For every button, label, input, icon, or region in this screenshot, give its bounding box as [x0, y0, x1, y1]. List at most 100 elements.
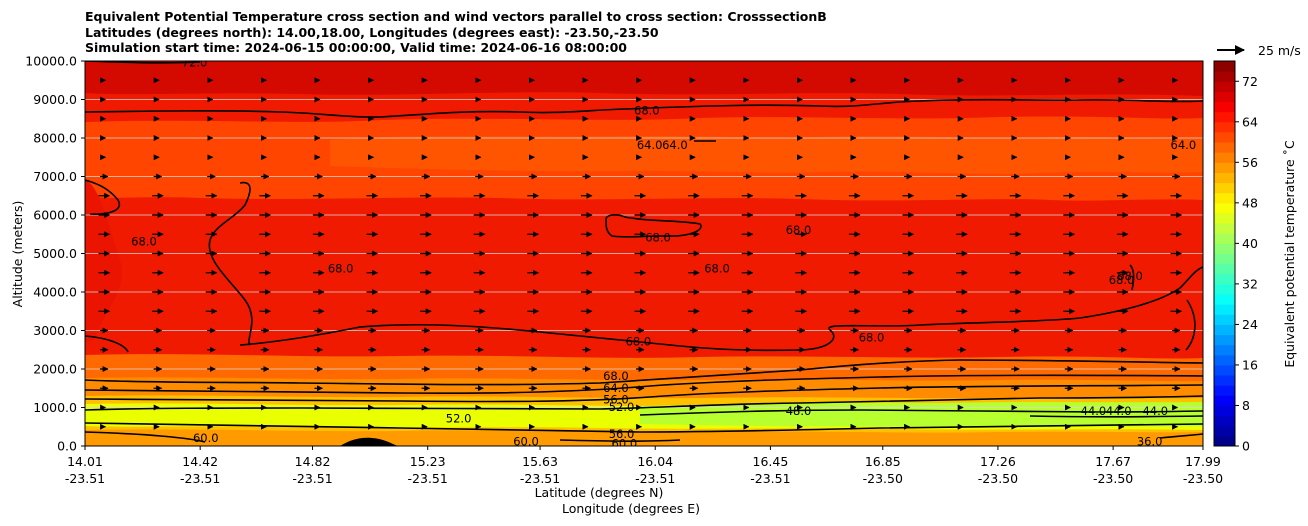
contour-line-52 — [85, 395, 1203, 411]
colorbar-step — [1214, 192, 1235, 204]
contour-label: 36.0 — [1137, 435, 1163, 449]
x-tick-label-lat: 16.45 — [753, 454, 789, 469]
contour-label: 68.0 — [704, 261, 730, 275]
x-tick-label-lon: -23.50 — [863, 471, 903, 486]
contour-line-60 — [85, 431, 681, 443]
contour-label: 60.0 — [612, 437, 638, 451]
contour-label: 56.0 — [603, 392, 629, 406]
band-mid-orange-light — [330, 135, 1203, 174]
colorbar-step — [1214, 395, 1235, 406]
colorbar-step — [1214, 304, 1235, 315]
colorbar-step — [1214, 182, 1235, 194]
colorbar-step — [1214, 131, 1235, 143]
contour-label: 68.0 — [645, 231, 671, 245]
contour-label: 64.0 — [637, 138, 663, 152]
x-tick-label-lat: 17.26 — [980, 454, 1016, 469]
colorbar-step — [1214, 101, 1235, 113]
x-axis-title: Latitude (degrees N) — [535, 485, 664, 500]
y-tick-label: 9000.0 — [33, 92, 77, 107]
y-tick-label: 5000.0 — [33, 246, 77, 261]
x-tick-label-lon: -23.50 — [978, 471, 1018, 486]
contour-line-68-right — [1129, 264, 1196, 351]
chart-title-line-3: Simulation start time: 2024-06-15 00:00:… — [85, 40, 627, 55]
y-tick-label: 8000.0 — [33, 131, 77, 146]
contour-label: 44.0 — [1142, 404, 1168, 418]
x-tick-label-lat: 14.01 — [67, 454, 103, 469]
x-tick-label-lon: -23.51 — [635, 471, 675, 486]
colorbar-step — [1214, 273, 1235, 285]
x-tick-label-lon: -23.50 — [1183, 471, 1223, 486]
contour-label: 64.0 — [603, 381, 629, 395]
colorbar-tick-label: 48 — [1242, 195, 1258, 210]
colorbar-step — [1214, 61, 1235, 72]
x-tick-label-lat: 16.04 — [637, 454, 673, 469]
colorbar-step — [1214, 121, 1235, 133]
colorbar-tick-label: 32 — [1242, 276, 1258, 291]
y-tick-label: 0.0 — [57, 439, 77, 454]
colorbar-frame — [1213, 60, 1236, 447]
contour-lines — [85, 61, 1203, 443]
y-tick-label: 7000.0 — [33, 169, 77, 184]
contour-label: 60.0 — [193, 431, 219, 445]
x-tick-label-lat: 17.67 — [1095, 454, 1131, 469]
wind-vectors — [98, 77, 1183, 430]
contour-label: 56.0 — [609, 427, 635, 441]
colorbar-tick-label: 0 — [1242, 439, 1250, 454]
y-tick-label: 4000.0 — [33, 285, 77, 300]
contour-line-68-main — [85, 266, 1203, 353]
colorbar-step — [1214, 385, 1235, 396]
x-tick-label-lon: -23.50 — [1093, 471, 1133, 486]
colorbar-step — [1214, 263, 1235, 275]
colorbar-step — [1214, 294, 1235, 305]
colorbar-step — [1214, 354, 1235, 366]
y-tick-label: 2000.0 — [33, 362, 77, 377]
colorbar-step — [1214, 71, 1235, 82]
contour-line-48 — [639, 409, 1203, 416]
x-tick-label-lat: 15.23 — [410, 454, 446, 469]
x-tick-label-lon: -23.51 — [292, 471, 332, 486]
contour-label: 68.0 — [328, 261, 354, 275]
contour-line-64-lower — [85, 374, 1203, 395]
colorbar-step — [1214, 415, 1235, 427]
y-tick-label: 1000.0 — [33, 400, 77, 415]
contour-label: 44.0 — [1081, 404, 1107, 418]
colorbar-tick-label: 8 — [1242, 398, 1250, 413]
contour-label: 64.0 — [662, 138, 688, 152]
y-axis: 0.0 1000.0 2000.0 3000.0 4000.0 5000.0 6000.0 7… — [25, 54, 85, 454]
x-tick-label-lon: -23.51 — [180, 471, 220, 486]
colorbar-step — [1214, 162, 1235, 173]
colorbar-step — [1214, 314, 1235, 325]
x-tick-label-lat: 15.63 — [522, 454, 558, 469]
colorbar-step — [1214, 142, 1235, 153]
colorbar-step — [1214, 334, 1235, 346]
colorbar-label: Equivalent potential temperature ˚C — [1282, 140, 1297, 368]
x-tick-label-lon: -23.51 — [520, 471, 560, 486]
colorbar-step — [1214, 324, 1235, 336]
quiver-key-label: 25 m/s — [1258, 43, 1301, 58]
contour-labels: 72.068.064.0 64.0 64.068.068.068.068.068.0… — [131, 61, 1196, 451]
colorbar-step — [1214, 364, 1235, 376]
colorbar-tick-label: 40 — [1242, 236, 1258, 251]
colorbar-step — [1214, 202, 1235, 214]
contour-line-36 — [1159, 433, 1203, 439]
y-axis-title: Altitude (meters) — [10, 201, 25, 308]
contour-label: 44.0 — [1106, 404, 1132, 418]
colorbar-tick-label: 16 — [1242, 357, 1258, 372]
band-top-deep-red — [85, 61, 1203, 96]
colorbar-step — [1214, 375, 1235, 386]
chart-title: Equivalent Potential Temperature cross s… — [85, 9, 827, 56]
y-tick-label: 3000.0 — [33, 323, 77, 338]
x-axis: 14.01 -23.51 14.42 -23.51 14.82 -23.51 15.23 -2… — [65, 446, 1223, 486]
colorbar-step — [1214, 81, 1235, 92]
contour-label: 68.0 — [131, 234, 157, 248]
y-tick-label: 6000.0 — [33, 208, 77, 223]
colorbar-step — [1214, 172, 1235, 184]
contour-label: 68.0 — [603, 369, 629, 383]
colorbar-step — [1214, 223, 1235, 234]
y-tick-label: 10000.0 — [25, 54, 77, 69]
colorbar-tick-label: 72 — [1242, 74, 1258, 89]
x-tick-label-lat: 17.99 — [1185, 454, 1221, 469]
colorbar-step — [1214, 283, 1235, 295]
colorbar-step — [1214, 212, 1235, 224]
